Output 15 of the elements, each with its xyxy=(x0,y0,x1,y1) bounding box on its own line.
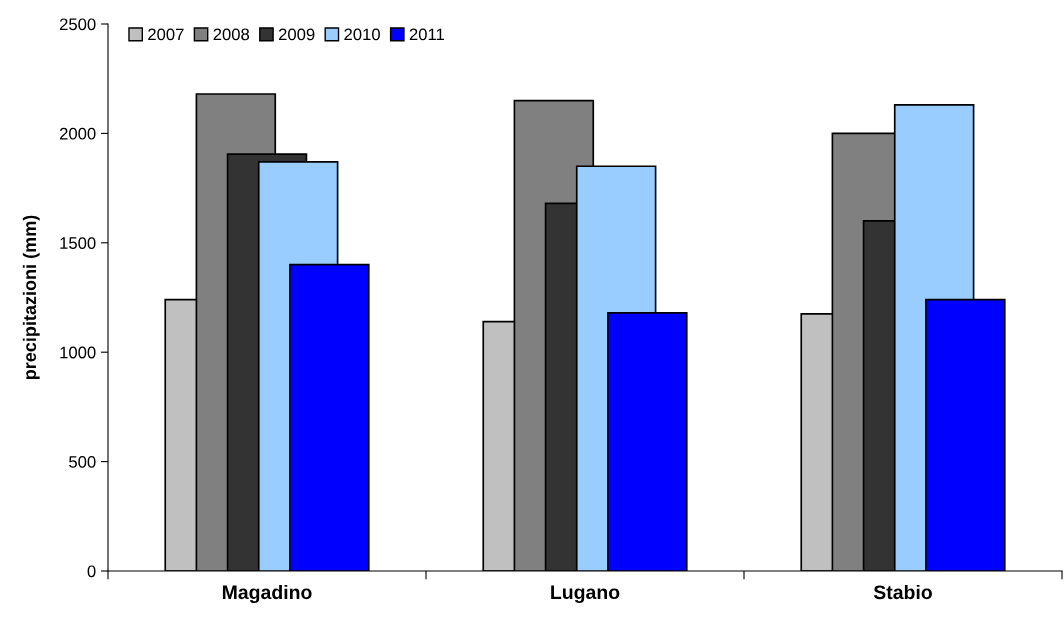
y-tick-label: 2500 xyxy=(59,18,96,31)
y-tick-label: 500 xyxy=(69,456,96,468)
y-axis-title: precipitazioni (mm) xyxy=(22,215,40,380)
x-tick-label: Lugano xyxy=(551,585,620,604)
y-tick-label: 1500 xyxy=(60,237,96,249)
x-tick-label: Stabio xyxy=(873,584,932,600)
legend-label: 2007 xyxy=(148,28,184,41)
legend-label: 2010 xyxy=(344,28,380,41)
y-tick-label: 2000 xyxy=(59,127,96,140)
legend-label: 2008 xyxy=(213,28,250,41)
legend-label: 2009 xyxy=(278,28,315,41)
legend-label: 2011 xyxy=(409,28,444,41)
x-tick-label: Magadino xyxy=(222,584,312,604)
y-tick-label: 0 xyxy=(87,565,96,578)
y-tick-label: 1000 xyxy=(60,346,96,359)
